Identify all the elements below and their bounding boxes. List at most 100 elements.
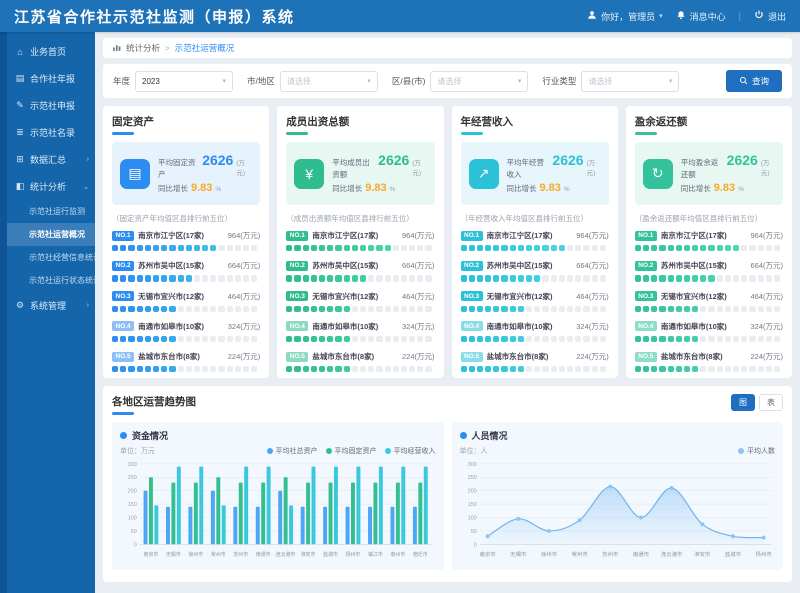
select-value: 请选择 [588, 76, 613, 86]
rank-progress-dots [634, 366, 783, 373]
progress-dot [376, 275, 383, 282]
progress-dot [575, 275, 582, 282]
filter-select-2[interactable]: 请选择 ▾ [430, 70, 529, 92]
progress-dot [773, 305, 781, 312]
sidebar-item-2[interactable]: ✎ 示范社申报 [7, 92, 95, 119]
progress-dot [226, 366, 233, 373]
progress-dot [351, 305, 358, 312]
legend-item-1[interactable]: 平均固定资产 [325, 446, 377, 456]
svg-text:常州市: 常州市 [571, 550, 588, 558]
progress-dot [210, 335, 217, 343]
progress-dot [460, 275, 467, 282]
progress-dot [169, 305, 176, 312]
toggle-chart-button[interactable]: 图 [731, 394, 755, 411]
progress-dot [591, 335, 598, 343]
sidebar-item-6[interactable]: ⚙ 系统管理 › [7, 292, 95, 319]
svg-text:200: 200 [128, 489, 137, 495]
stat-average-line: 平均固定资产 2626 (万元) [158, 150, 252, 180]
rank-line: NO.2 苏州市吴中区(15家) 664(万元) [634, 260, 783, 271]
progress-dot [343, 305, 350, 312]
progress-dot [517, 335, 524, 343]
legend-dot-icon [384, 448, 391, 454]
progress-dot [651, 275, 658, 282]
legend-item-0[interactable]: 平均社总资产 [266, 446, 318, 456]
rank-row: NO.5 盐城市东台市(8家) 224(万元) [112, 351, 260, 373]
user-menu[interactable]: 你好，管理员 ▾ [587, 10, 663, 23]
progress-dot [193, 305, 201, 312]
bell-icon [676, 10, 686, 22]
rank-row: NO.1 南京市江宁区(17家) 964(万元) [112, 230, 260, 252]
stat-summary-panel: ↻ 平均盈余返还额 2626 (万元) 同比增长 9.83% [634, 142, 783, 206]
progress-dot [501, 275, 508, 282]
rank-badge: NO.1 [460, 230, 483, 241]
sidebar-item-3[interactable]: ≣ 示范社名录 [7, 119, 95, 146]
breadcrumb-current[interactable]: 示范社运营概况 [174, 43, 235, 53]
svg-text:徐州市: 徐州市 [540, 550, 557, 558]
progress-dot [294, 305, 301, 312]
filter-select-3[interactable]: 请选择 ▾ [581, 70, 680, 92]
search-icon [739, 76, 748, 87]
legend-item-2[interactable]: 平均经营收入 [384, 446, 436, 456]
progress-dot [485, 305, 492, 312]
progress-dot [226, 335, 233, 343]
rank-name: 南京市江宁区(17家) [660, 231, 727, 241]
progress-dot [319, 245, 326, 252]
sidebar-item-1[interactable]: ▤ 合作社年报 [7, 65, 95, 92]
sidebar-item-4[interactable]: ⊞ 数据汇总 › [7, 146, 95, 173]
legend-item-0[interactable]: 平均人数 [738, 446, 775, 456]
rank-progress-dots [112, 275, 260, 282]
progress-dot [112, 335, 119, 343]
stat-summary-panel: ↗ 平均年经营收入 2626 (万元) 同比增长 9.83% [460, 142, 609, 206]
search-button[interactable]: 查询 [725, 70, 782, 92]
progress-dot [302, 245, 309, 252]
trend-header: 各地区运营趋势图 图表 [112, 394, 783, 415]
sidebar-item-label: 示范社名录 [30, 128, 76, 138]
progress-dot [128, 245, 135, 252]
sidebar-item-label: 系统管理 [30, 301, 67, 311]
progress-dot [226, 305, 233, 312]
stat-lines: 平均成员出资额 2626 (万元) 同比增长 9.83% [332, 150, 426, 197]
rank-badge: NO.4 [286, 321, 309, 332]
svg-text:连云港市: 连云港市 [276, 551, 296, 558]
progress-dot [193, 335, 201, 343]
logout-button[interactable]: 退出 [754, 10, 786, 23]
progress-dot [651, 245, 658, 252]
sidebar-item-5[interactable]: ◧ 统计分析 ⌄ [7, 173, 95, 200]
chart-panel-title: 人员情况 [471, 431, 508, 441]
sidebar-subitem-5-2[interactable]: 示范社经营信息统计 [29, 253, 95, 262]
progress-dot [509, 335, 516, 343]
progress-dot [542, 305, 549, 312]
progress-dot [634, 305, 641, 312]
svg-text:无锡市: 无锡市 [510, 550, 527, 558]
toggle-table-button[interactable]: 表 [759, 394, 783, 411]
progress-dot [120, 366, 127, 373]
progress-dot [425, 275, 432, 282]
message-center-button[interactable]: 消息中心 [676, 10, 726, 23]
progress-dot [128, 275, 135, 282]
filter-select-1[interactable]: 请选择 ▾ [279, 70, 378, 92]
progress-dot [550, 275, 557, 282]
progress-dot [243, 275, 250, 282]
sidebar-subitem-5-0[interactable]: 示范社运行监测 [29, 207, 85, 216]
filter-select-0[interactable]: 2023 ▾ [135, 70, 234, 92]
rank-badge: NO.3 [634, 291, 657, 302]
user-icon [587, 10, 597, 22]
coins-icon: ¥ [294, 158, 325, 189]
sidebar-subitem-5-3[interactable]: 示范社运行状态统计 [29, 276, 95, 285]
svg-text:200: 200 [467, 489, 476, 495]
sidebar-item-0[interactable]: ⌂ 业务首页 [7, 38, 95, 65]
progress-dot [476, 245, 484, 252]
progress-dot [177, 335, 184, 343]
progress-dot [651, 366, 658, 373]
rank-value: 664(万元) [401, 261, 435, 271]
progress-dot [425, 335, 432, 343]
progress-dot [675, 366, 682, 373]
sidebar-item-label: 合作社年报 [30, 74, 76, 84]
progress-dot [591, 366, 598, 373]
rank-progress-dots [286, 245, 434, 252]
legend-dot-icon [738, 448, 744, 454]
sidebar-subitem-5-1[interactable]: 示范社运营概况 [7, 223, 95, 246]
progress-dot [128, 305, 135, 312]
sidebar-item-label: 示范社申报 [30, 101, 76, 111]
breadcrumb-root[interactable]: 统计分析 [126, 43, 161, 53]
